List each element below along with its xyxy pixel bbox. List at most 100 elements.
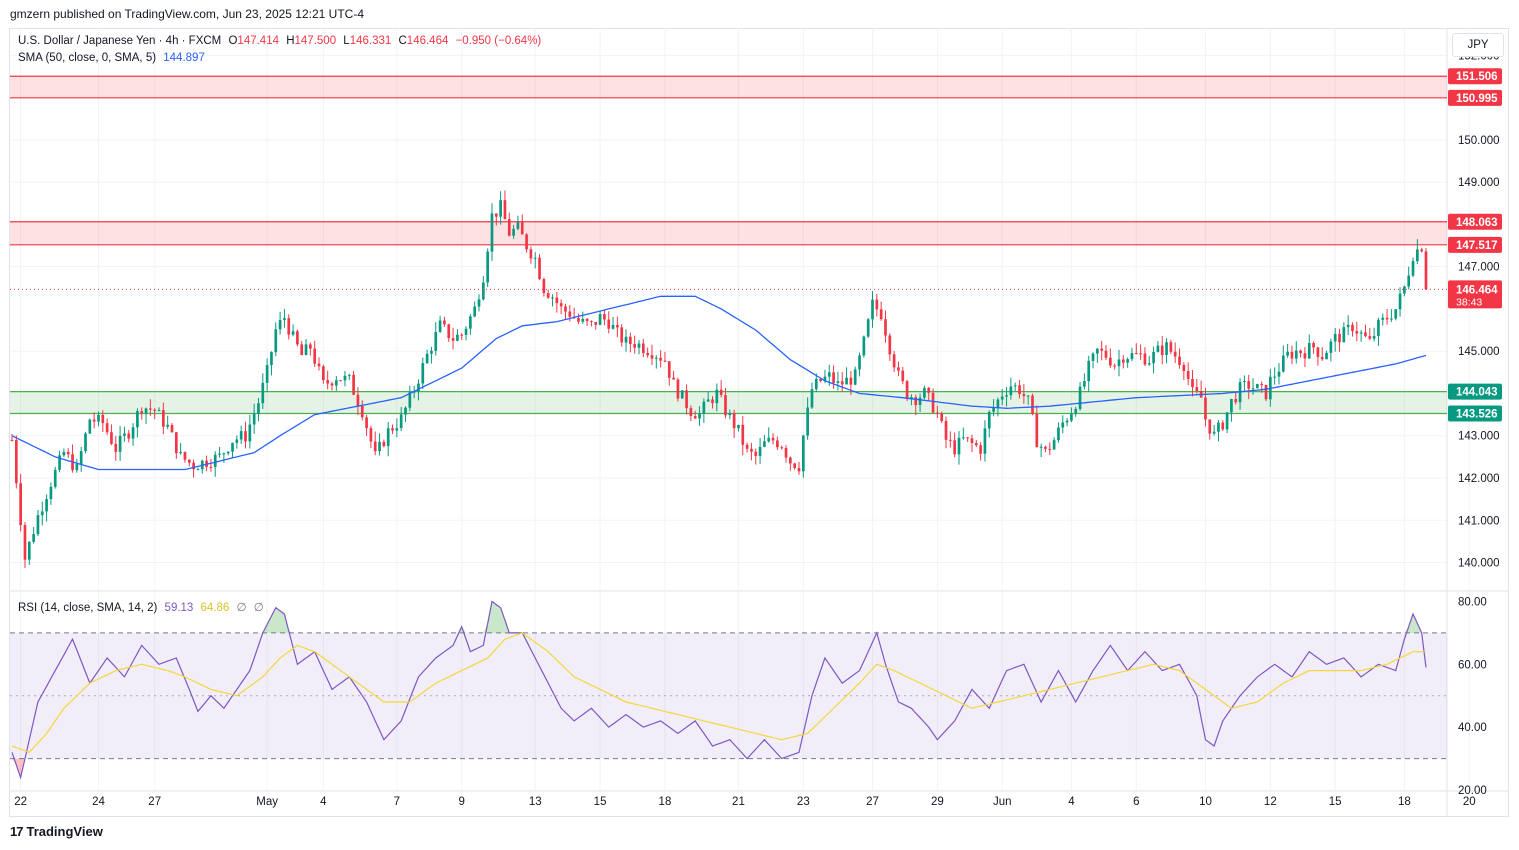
candle-body [897,367,900,371]
candle [19,473,22,532]
candle-body [97,414,100,422]
candle-body [685,390,688,409]
candle [1403,285,1406,297]
candle [1260,381,1264,393]
candle-body [356,394,360,407]
candle [1251,378,1255,395]
candle-body [1234,399,1238,403]
candle-body [144,408,148,414]
candle [239,425,243,444]
candle-body [1385,317,1389,320]
candle [1398,287,1402,317]
price-label-text: 150.995 [1456,93,1498,105]
candle [680,390,684,399]
price-label-badge [1448,405,1502,422]
countdown-text: 38:43 [1456,296,1482,308]
candle [1385,308,1389,325]
candle [317,357,321,371]
candle [806,397,809,440]
candle [853,366,857,386]
candle-body [1065,420,1069,423]
candle [789,456,792,471]
candle-body [1338,333,1341,343]
candle [92,412,96,429]
candle-body [866,319,870,337]
currency-button[interactable]: JPY [1452,33,1504,57]
candle [542,277,546,297]
candle-body [1390,318,1393,320]
candle [546,289,550,299]
candle [1286,343,1289,358]
publish-info: gmzern published on TradingView.com, Jun… [10,7,364,21]
candle [1096,348,1099,363]
candle-body [1165,342,1168,355]
candle-body [949,439,952,441]
candle [1121,355,1125,369]
candle-body [244,431,247,442]
candle-body [365,417,368,429]
candle-body [326,380,330,384]
candle-body [564,306,567,312]
candle [1160,335,1164,365]
candle [1018,380,1021,399]
candle [196,467,200,471]
candle [914,394,918,416]
candle-body [309,344,312,349]
candle-body [261,382,265,404]
candle-body [36,515,40,535]
candle-body [170,424,174,433]
candle-body [1039,446,1043,448]
candle [84,432,87,454]
tradingview-brand[interactable]: 17 TradingView [10,824,103,839]
support-zone [10,391,1447,414]
candle-body [373,441,377,452]
candle-body [127,433,131,439]
candle [321,364,325,384]
candle-body [620,327,624,343]
candle-body [1182,364,1186,372]
candle-body [456,334,459,341]
candle-body [974,443,978,446]
time-tick-label: 29 [931,796,944,808]
candle-body [304,344,308,356]
candle [888,333,892,361]
candle-body [996,399,1000,408]
candle-body [983,428,987,454]
candle [1208,419,1212,440]
candle-body [533,257,537,259]
candle-body [1394,309,1398,319]
candle-body [559,303,563,307]
candle-body [417,383,420,392]
candle-body [1316,347,1320,358]
candle-body [637,343,641,348]
candle-body [603,314,606,320]
time-tick-label: 15 [1329,796,1342,808]
candle [1130,347,1134,362]
candle-body [481,282,485,300]
candle [646,347,649,358]
candle-body [1294,350,1298,359]
candle-body [451,338,455,341]
candle-body [801,435,805,472]
candle-body [1169,342,1173,352]
candle [715,383,719,412]
candle-body [745,444,749,449]
candle [1273,367,1276,385]
candle [693,410,697,419]
current-price-text: 146.464 [1456,284,1498,296]
candle-body [1091,353,1095,361]
candle-body [763,441,766,447]
candle [1147,355,1151,366]
rsi-tick-label: 80.00 [1458,596,1487,608]
candle [291,324,295,337]
candle [1394,309,1398,321]
candle-body [1212,431,1216,434]
rsi-extra-2: ∅ [253,602,264,614]
candle-body [641,343,645,354]
candle-body [14,440,18,484]
candle-body [430,350,433,354]
candle-body [624,336,628,343]
candle-body [179,451,182,454]
candle [974,439,978,447]
